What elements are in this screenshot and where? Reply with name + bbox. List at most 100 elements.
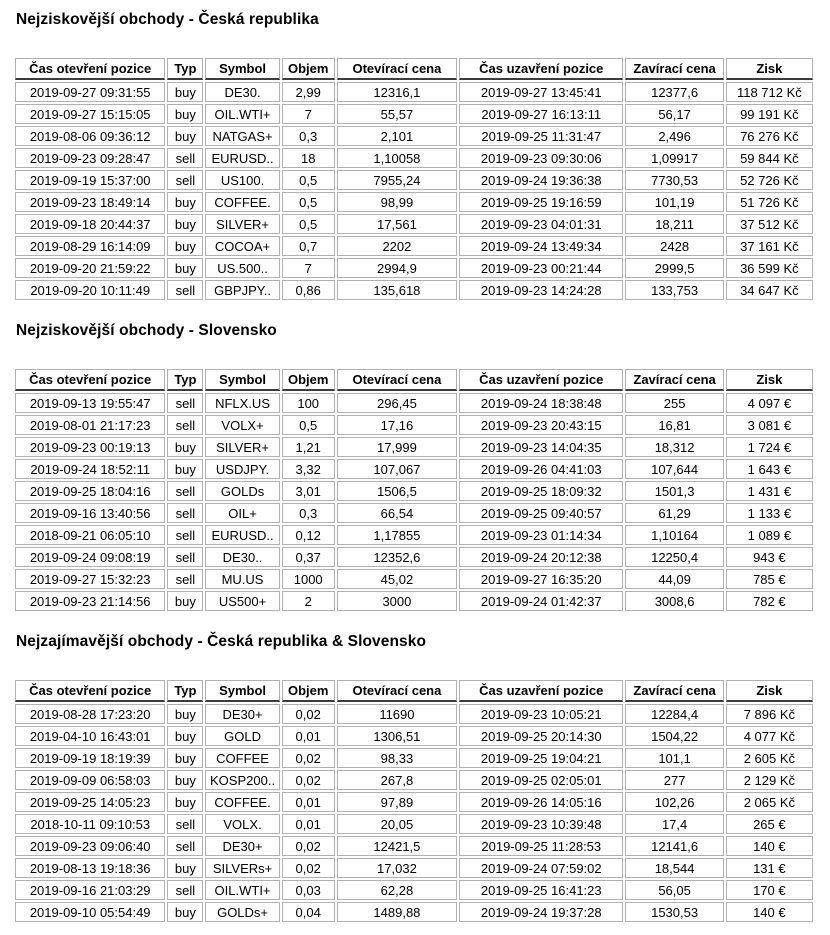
trade-cell: 2 065 Kč — [725, 792, 813, 812]
trade-cell: 1000 — [281, 569, 335, 589]
trade-cell: 782 € — [725, 591, 813, 611]
trade-cell: 2019-09-23 01:14:34 — [459, 525, 624, 545]
trade-cell: 1489,88 — [336, 902, 458, 922]
column-header: Čas otevření pozice — [15, 369, 166, 391]
trade-cell: 1 431 € — [725, 481, 813, 501]
trades-table-slovakia: Čas otevření pozice Typ Symbol Objem Otevíra… — [13, 367, 815, 613]
trade-cell: 0,04 — [281, 902, 335, 922]
trade-cell: 2019-09-27 16:35:20 — [459, 569, 624, 589]
trade-cell: 1 089 € — [725, 525, 813, 545]
section-most-profitable-slovakia: Nejziskovější obchody - Slovensko Čas ot… — [0, 302, 830, 613]
trade-cell: 18,211 — [625, 214, 724, 234]
trade-cell: 18,544 — [625, 858, 724, 878]
trade-row: 2019-09-23 09:28:47 sell EURUSD.. 18 1,10058… — [15, 148, 813, 168]
trade-cell: 2019-08-28 17:23:20 — [15, 704, 166, 724]
trade-cell: 62,28 — [336, 880, 458, 900]
trade-cell: 2019-09-10 05:54:49 — [15, 902, 166, 922]
trade-cell: sell — [167, 814, 204, 834]
trade-cell: 2019-08-29 16:14:09 — [15, 236, 166, 256]
trade-cell: COFFEE. — [205, 192, 280, 212]
trade-cell: 3,32 — [281, 459, 335, 479]
trade-cell: 2019-09-27 15:15:05 — [15, 104, 166, 124]
trade-cell: 2019-09-19 15:37:00 — [15, 170, 166, 190]
trade-cell: 61,29 — [625, 503, 724, 523]
trade-row: 2019-09-27 15:32:23 sell MU.US 1000 45,02 201… — [15, 569, 813, 589]
trade-cell: US100. — [205, 170, 280, 190]
trade-cell: 34 647 Kč — [725, 280, 813, 300]
trade-cell: 2019-08-06 09:36:12 — [15, 126, 166, 146]
trade-cell: 2019-09-23 09:06:40 — [15, 836, 166, 856]
trade-cell: NATGAS+ — [205, 126, 280, 146]
trade-cell: 3,01 — [281, 481, 335, 501]
trade-cell: 4 097 € — [725, 393, 813, 413]
trade-cell: 2019-08-13 19:18:36 — [15, 858, 166, 878]
trade-cell: 1306,51 — [336, 726, 458, 746]
trade-cell: 1,21 — [281, 437, 335, 457]
trade-cell: SILVERs+ — [205, 858, 280, 878]
trade-cell: sell — [167, 503, 204, 523]
trades-table-czech: Čas otevření pozice Typ Symbol Objem Otevíra… — [13, 56, 815, 302]
trade-cell: 2019-09-25 11:31:47 — [459, 126, 624, 146]
trade-cell: buy — [167, 770, 204, 790]
trade-cell: 12377,6 — [625, 82, 724, 102]
trade-cell: 18 — [281, 148, 335, 168]
trade-cell: 2019-09-24 18:38:48 — [459, 393, 624, 413]
trade-cell: 2019-09-23 10:39:48 — [459, 814, 624, 834]
trade-cell: 1504,22 — [625, 726, 724, 746]
trade-cell: 140 € — [725, 902, 813, 922]
trade-cell: SILVER+ — [205, 214, 280, 234]
trade-cell: 51 726 Kč — [725, 192, 813, 212]
trade-cell: 2019-09-24 19:36:38 — [459, 170, 624, 190]
trade-cell: 76 276 Kč — [725, 126, 813, 146]
column-header: Symbol — [205, 680, 280, 702]
trade-cell: 2019-09-25 19:16:59 — [459, 192, 624, 212]
trade-cell: 2019-09-23 18:49:14 — [15, 192, 166, 212]
trade-cell: 2019-09-23 09:28:47 — [15, 148, 166, 168]
trade-cell: 2019-09-20 21:59:22 — [15, 258, 166, 278]
column-header: Symbol — [205, 369, 280, 391]
trade-cell: 7955,24 — [336, 170, 458, 190]
column-header: Objem — [281, 58, 335, 80]
trade-cell: 2019-09-16 13:40:56 — [15, 503, 166, 523]
trade-cell: buy — [167, 214, 204, 234]
trade-cell: US.500.. — [205, 258, 280, 278]
trade-cell: GOLDs+ — [205, 902, 280, 922]
trade-cell: 45,02 — [336, 569, 458, 589]
trade-cell: 135,618 — [336, 280, 458, 300]
trade-cell: 2019-09-24 19:37:28 — [459, 902, 624, 922]
trade-cell: 11690 — [336, 704, 458, 724]
trade-cell: 2018-10-11 09:10:53 — [15, 814, 166, 834]
trade-cell: DE30+ — [205, 704, 280, 724]
trade-cell: 1,10164 — [625, 525, 724, 545]
trade-cell: buy — [167, 726, 204, 746]
trade-cell: 2019-09-23 14:04:35 — [459, 437, 624, 457]
trade-cell: 12352,6 — [336, 547, 458, 567]
trade-cell: 0,12 — [281, 525, 335, 545]
trade-cell: 2,496 — [625, 126, 724, 146]
trade-cell: 2019-09-25 16:41:23 — [459, 880, 624, 900]
trade-cell: buy — [167, 258, 204, 278]
trade-cell: 17,561 — [336, 214, 458, 234]
table-header-row: Čas otevření pozice Typ Symbol Objem Otevíra… — [15, 680, 813, 702]
trade-cell: sell — [167, 280, 204, 300]
trade-cell: sell — [167, 415, 204, 435]
trade-cell: 56,17 — [625, 104, 724, 124]
trade-cell: 2019-09-25 14:05:23 — [15, 792, 166, 812]
trade-cell: 12316,1 — [336, 82, 458, 102]
trade-row: 2019-09-20 21:59:22 buy US.500.. 7 2994,9 201… — [15, 258, 813, 278]
trade-cell: sell — [167, 393, 204, 413]
trade-cell: 2019-09-25 20:14:30 — [459, 726, 624, 746]
trade-cell: 0,02 — [281, 704, 335, 724]
trade-row: 2019-09-27 09:31:55 buy DE30. 2,99 12316,1 20… — [15, 82, 813, 102]
trade-cell: 97,89 — [336, 792, 458, 812]
column-header: Otevírací cena — [336, 369, 458, 391]
trade-cell: 66,54 — [336, 503, 458, 523]
trade-cell: 101,19 — [625, 192, 724, 212]
section-most-interesting-combined: Nejzajímavější obchody - Česká republika… — [0, 613, 830, 924]
trade-cell: 0,5 — [281, 170, 335, 190]
trade-row: 2019-09-25 18:04:16 sell GOLDs 3,01 1506,5 20… — [15, 481, 813, 501]
trade-cell: 0,01 — [281, 726, 335, 746]
trade-row: 2019-09-19 15:37:00 sell US100. 0,5 7955,24 2… — [15, 170, 813, 190]
trade-cell: buy — [167, 704, 204, 724]
trade-cell: 17,999 — [336, 437, 458, 457]
